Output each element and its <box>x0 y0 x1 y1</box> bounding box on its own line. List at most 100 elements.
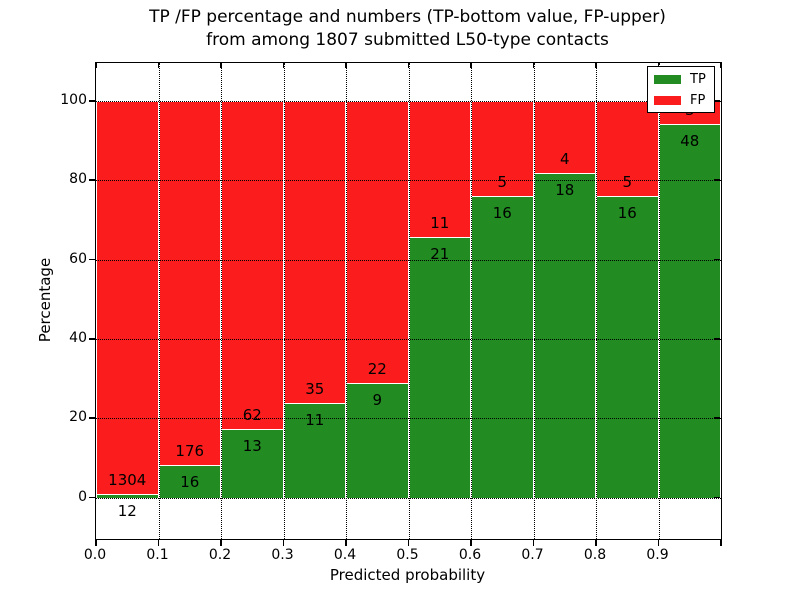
y-tick-mark <box>89 417 95 419</box>
v-gridline <box>596 63 597 539</box>
x-tick-mark-top <box>407 62 409 68</box>
legend-label-fp: FP <box>690 92 706 108</box>
x-tick-label: 0.5 <box>396 547 419 563</box>
x-tick-label: 0.2 <box>208 547 232 563</box>
x-tick-mark <box>345 540 347 546</box>
legend-item-fp: FP <box>654 94 708 107</box>
x-tick-mark-top <box>157 62 159 68</box>
v-gridline <box>158 63 160 539</box>
x-tick-mark-top <box>720 62 722 68</box>
tp-count-label: 16 <box>180 472 200 491</box>
y-tick-mark <box>89 496 95 499</box>
y-tick-mark-right <box>714 100 720 102</box>
y-tick-label: 100 <box>60 92 87 109</box>
tp-count-label: 18 <box>555 181 575 200</box>
v-gridline <box>408 63 410 539</box>
fp-count-label: 22 <box>367 359 387 378</box>
fp-count-label: 62 <box>242 405 262 424</box>
v-gridline <box>221 63 222 539</box>
x-tick-mark <box>532 540 534 546</box>
bar-segment-fp <box>533 101 596 174</box>
fp-count-label: 1304 <box>108 471 147 490</box>
v-gridline <box>283 63 285 539</box>
x-tick-mark-top <box>595 62 597 68</box>
tp-count-label: 12 <box>117 502 137 521</box>
fp-count-label: 35 <box>305 379 325 398</box>
y-tick-mark-right <box>714 338 720 340</box>
v-gridline <box>533 63 535 539</box>
x-tick-mark-top <box>282 62 284 68</box>
fp-count-label: 5 <box>622 172 633 191</box>
y-tick-mark <box>89 258 95 261</box>
bar-segment-tp <box>658 124 721 498</box>
bar-segment-fp <box>96 101 159 495</box>
x-tick-mark <box>220 540 222 546</box>
y-tick-mark-right <box>714 258 720 261</box>
tp-count-label: 16 <box>492 203 512 222</box>
y-tick-label: 80 <box>69 171 87 188</box>
x-tick-mark <box>470 540 472 546</box>
v-gridline <box>471 63 472 539</box>
chart-title-line1: TP /FP percentage and numbers (TP-bottom… <box>149 7 666 27</box>
tp-count-label: 9 <box>372 390 383 409</box>
x-tick-label: 0.0 <box>83 547 107 563</box>
x-tick-mark-top <box>532 62 534 68</box>
y-tick-mark-right <box>714 179 720 181</box>
v-gridline <box>346 63 347 539</box>
plot-area: 13041217616621335112291121516418516348 <box>95 62 722 540</box>
x-tick-label: 0.1 <box>146 547 169 563</box>
tp-count-label: 48 <box>680 132 700 151</box>
fp-color-swatch <box>654 95 681 105</box>
bar-segment-tp <box>596 195 659 498</box>
x-tick-mark <box>157 540 159 546</box>
bar-segment-tp <box>96 494 159 498</box>
bar-segment-tp <box>408 237 471 498</box>
tp-color-swatch <box>654 74 681 84</box>
y-tick-mark <box>89 100 95 102</box>
x-tick-label: 0.4 <box>333 547 357 563</box>
x-axis-label: Predicted probability <box>329 566 486 584</box>
tp-count-label: 21 <box>430 245 450 264</box>
v-gridline <box>658 63 660 539</box>
x-tick-mark <box>720 540 722 546</box>
tp-count-label: 16 <box>617 203 637 222</box>
y-tick-mark <box>89 338 95 340</box>
bar-segment-tp <box>221 428 284 498</box>
x-tick-mark-top <box>470 62 472 68</box>
bar-segment-tp <box>471 195 534 498</box>
legend-label-tp: TP <box>690 71 706 87</box>
x-tick-mark <box>657 540 659 546</box>
x-tick-mark-top <box>220 62 222 68</box>
x-tick-mark <box>407 540 409 546</box>
chart-title-line2: from among 1807 submitted L50-type conta… <box>206 30 609 50</box>
bar-segment-fp <box>346 101 409 383</box>
fp-count-label: 176 <box>175 441 205 460</box>
x-tick-mark <box>282 540 284 546</box>
fp-count-label: 4 <box>559 150 570 169</box>
y-tick-label: 20 <box>69 409 87 426</box>
x-tick-mark <box>95 540 97 546</box>
legend-item-tp: TP <box>654 73 708 86</box>
y-tick-mark-right <box>714 417 720 419</box>
x-tick-label: 0.7 <box>521 547 544 563</box>
x-tick-label: 0.6 <box>458 547 482 563</box>
legend: TP FP <box>647 66 715 113</box>
x-tick-label: 0.8 <box>583 547 607 563</box>
x-tick-label: 0.9 <box>646 547 669 563</box>
x-tick-mark-top <box>657 62 659 68</box>
bar-segment-tp <box>533 173 596 498</box>
tp-count-label: 11 <box>305 410 325 429</box>
tp-count-label: 13 <box>242 436 262 455</box>
x-tick-mark <box>595 540 597 546</box>
x-tick-mark-top <box>345 62 347 68</box>
bar-segment-fp <box>283 101 346 403</box>
fp-count-label: 5 <box>497 172 508 191</box>
y-tick-label: 40 <box>69 330 87 347</box>
chart-title: TP /FP percentage and numbers (TP-bottom… <box>95 6 720 52</box>
y-tick-mark <box>89 179 95 181</box>
bar-segment-fp <box>158 101 221 465</box>
y-tick-label: 0 <box>78 488 87 505</box>
fp-count-label: 11 <box>430 214 450 233</box>
bar-segment-tp <box>346 382 409 498</box>
